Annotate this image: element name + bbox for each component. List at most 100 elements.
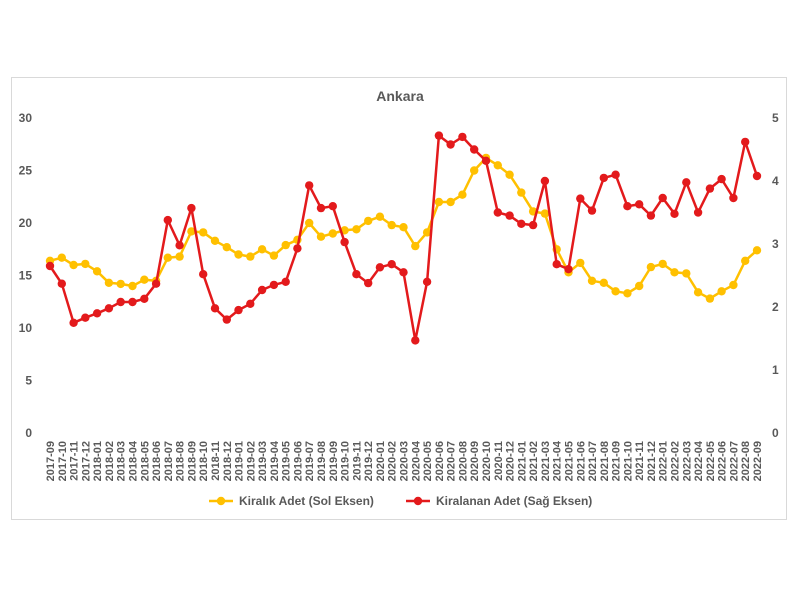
legend-label: Kiralık Adet (Sol Eksen) (239, 494, 374, 508)
x-tick-label: 2020-04 (410, 440, 422, 481)
x-tick-label: 2020-09 (469, 441, 481, 481)
series-line (48, 134, 759, 342)
data-point (199, 270, 208, 279)
data-point (752, 171, 762, 181)
legend-item: Kiralık Adet (Sol Eksen) (209, 494, 374, 508)
data-point (316, 203, 326, 213)
right-tick-label: 1 (772, 363, 779, 377)
right-tick-label: 5 (772, 111, 779, 125)
data-point (140, 275, 149, 284)
data-point (635, 200, 644, 209)
right-tick-label: 2 (772, 300, 779, 314)
right-tick-label: 0 (772, 426, 779, 440)
x-tick-label: 2019-01 (234, 441, 246, 481)
data-point (576, 194, 585, 203)
left-axis: 0 5 10 15 20 25 30 (19, 111, 33, 440)
data-point (234, 250, 243, 259)
left-tick-label: 15 (19, 269, 33, 283)
right-tick-label: 3 (772, 237, 779, 251)
data-point (422, 277, 432, 286)
left-tick-label: 20 (19, 216, 33, 230)
data-point (151, 279, 161, 288)
data-point (210, 304, 220, 313)
x-tick-label: 2018-02 (104, 441, 116, 481)
data-point (328, 202, 337, 211)
x-tick-label: 2020-11 (493, 441, 505, 481)
data-point (399, 223, 408, 232)
x-tick-label: 2019-03 (257, 441, 269, 481)
data-point (222, 243, 231, 252)
x-tick-label: 2021-11 (634, 441, 646, 481)
data-point (187, 227, 196, 236)
x-tick-label: 2019-04 (269, 440, 281, 481)
x-tick-label: 2017-12 (80, 441, 92, 481)
data-point (599, 173, 608, 183)
x-tick-label: 2018-11 (210, 441, 222, 481)
data-point (222, 315, 231, 324)
data-point (458, 190, 467, 199)
data-point (163, 215, 172, 225)
data-point (57, 279, 66, 288)
data-point (269, 280, 279, 290)
data-point (682, 178, 691, 187)
x-axis: 2017-09 2017-10 2017-11 2017-12 2018-01 2018-… (45, 440, 764, 481)
data-point (411, 336, 420, 345)
data-point (199, 228, 208, 237)
x-tick-label: 2020-10 (481, 441, 493, 481)
legend-label: Kiralanan Adet (Sağ Eksen) (436, 494, 592, 508)
data-point (576, 258, 585, 268)
data-point (246, 299, 255, 308)
data-point (328, 229, 337, 238)
data-point (411, 241, 420, 251)
x-tick-label: 2021-06 (575, 441, 587, 481)
x-tick-label: 2019-09 (328, 441, 340, 481)
x-tick-label: 2017-11 (69, 441, 81, 481)
x-tick-label: 2020-05 (422, 441, 434, 481)
data-point (140, 294, 149, 303)
data-point (635, 281, 644, 291)
x-tick-label: 2019-12 (363, 441, 375, 481)
x-tick-label: 2022-03 (681, 441, 693, 481)
data-point (646, 262, 656, 272)
x-tick-label: 2020-02 (387, 441, 399, 481)
x-tick-label: 2021-05 (563, 441, 575, 481)
x-tick-label: 2020-07 (446, 441, 458, 481)
data-point (92, 309, 102, 318)
data-point (540, 209, 550, 218)
data-point (352, 225, 361, 234)
data-point (45, 261, 55, 271)
data-point (552, 260, 561, 269)
x-tick-label: 2018-06 (151, 441, 163, 481)
data-point (623, 289, 632, 298)
x-tick-label: 2019-02 (245, 441, 257, 481)
series-1 (45, 153, 762, 303)
data-point (528, 220, 538, 230)
data-point (128, 297, 137, 307)
left-tick-label: 5 (25, 374, 32, 388)
data-point (658, 193, 667, 203)
data-point (375, 212, 385, 221)
data-point (741, 137, 750, 147)
x-tick-label: 2018-08 (175, 441, 187, 481)
data-point (305, 218, 314, 228)
data-point (352, 270, 361, 279)
x-tick-label: 2021-12 (646, 441, 658, 481)
x-tick-label: 2018-01 (92, 441, 104, 481)
x-tick-label: 2020-03 (399, 441, 411, 481)
data-point (104, 278, 114, 287)
legend: Kiralık Adet (Sol Eksen) Kiralanan Adet (… (209, 494, 592, 508)
data-point (281, 277, 290, 286)
x-tick-label: 2019-11 (351, 441, 363, 481)
x-tick-label: 2019-05 (281, 441, 293, 481)
x-tick-label: 2017-09 (45, 441, 57, 481)
data-point (69, 318, 78, 327)
x-tick-label: 2018-12 (222, 441, 234, 481)
x-tick-label: 2020-12 (505, 441, 517, 481)
data-point (269, 251, 279, 260)
chart-title: Ankara (376, 88, 424, 104)
x-tick-label: 2022-02 (670, 441, 682, 481)
data-point (729, 193, 738, 203)
x-tick-label: 2020-06 (434, 441, 446, 481)
legend-marker (413, 496, 423, 506)
